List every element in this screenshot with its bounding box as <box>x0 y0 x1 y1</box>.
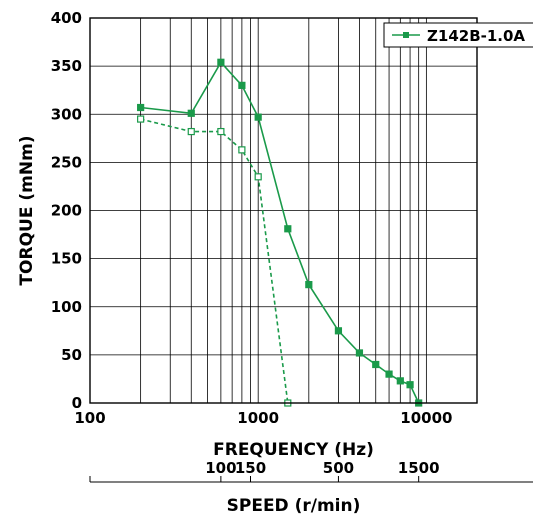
data-point-filled <box>372 360 380 369</box>
data-point-filled <box>284 225 292 233</box>
data-point-filled <box>385 370 393 378</box>
data-point-filled <box>396 377 404 385</box>
y-tick-label: 350 <box>51 57 82 75</box>
data-point-filled <box>238 81 246 89</box>
speed-tick-label: 150 <box>235 459 266 477</box>
series-line <box>140 60 420 404</box>
data-point-open <box>217 127 225 136</box>
y-tick-label: 100 <box>51 298 82 316</box>
data-point-filled <box>137 103 145 112</box>
grid-lines <box>90 18 477 403</box>
x-tick-labels: 100 1000 10000 <box>74 409 452 427</box>
plot-frame <box>89 17 478 404</box>
data-point-filled <box>355 349 364 357</box>
data-point-filled <box>187 109 195 117</box>
data-point-filled <box>334 327 343 335</box>
speed-tick-label: 1500 <box>398 459 440 477</box>
data-point-open <box>254 173 262 181</box>
x-tick-label: 1000 <box>237 409 279 427</box>
legend: Z142B-1.0A <box>383 22 533 48</box>
y-tick-labels: 0 50 100 150 200 250 300 350 400 <box>51 9 82 412</box>
y-tick-label: 400 <box>51 9 82 27</box>
y-tick-label: 0 <box>72 394 82 412</box>
data-point-filled <box>217 58 225 66</box>
y-tick-label: 50 <box>61 346 82 364</box>
speed-tick-label: 100 <box>205 459 236 477</box>
y-tick-label: 300 <box>51 105 82 123</box>
series-layer <box>137 58 423 407</box>
y-tick-label: 200 <box>51 202 82 220</box>
data-point-filled <box>305 281 313 289</box>
data-point-open <box>238 146 246 154</box>
data-point-open <box>187 127 195 136</box>
series-line <box>140 118 289 404</box>
x-axis-title: FREQUENCY (Hz) <box>213 440 374 460</box>
legend-label: Z142B-1.0A <box>427 27 525 45</box>
speed-tick-label: 500 <box>323 459 354 477</box>
speed-axis-title: SPEED (r/min) <box>227 496 361 516</box>
y-tick-label: 250 <box>51 153 82 171</box>
data-point-open <box>137 115 145 123</box>
data-point-filled <box>406 381 414 389</box>
legend-marker-sample <box>403 32 409 38</box>
data-point-filled <box>254 113 262 121</box>
x-tick-label: 100 <box>74 409 105 427</box>
y-axis-title: TORQUE (mNm) <box>17 135 37 285</box>
y-tick-label: 150 <box>51 250 82 268</box>
x-tick-label: 10000 <box>400 409 452 427</box>
